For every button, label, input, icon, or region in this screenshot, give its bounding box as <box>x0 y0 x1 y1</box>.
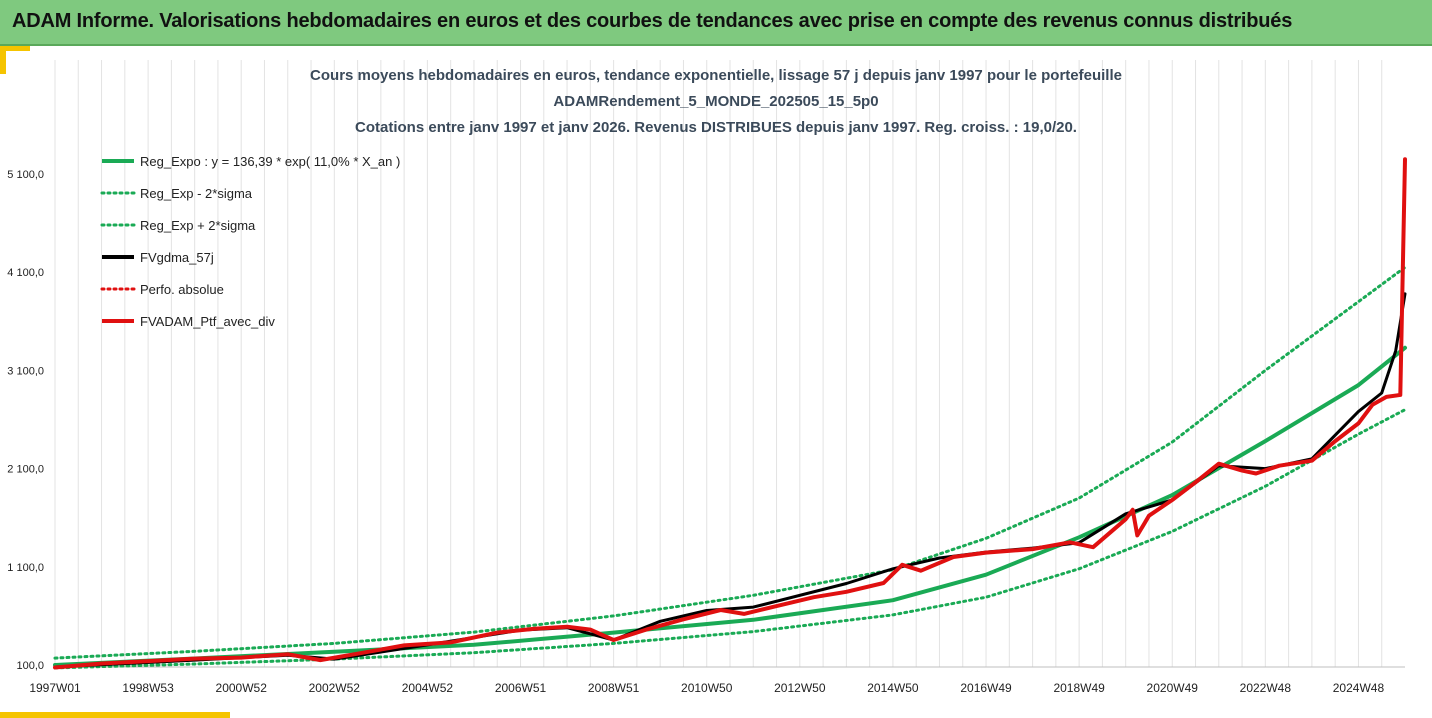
chart-title-line: Cotations entre janv 1997 et janv 2026. … <box>355 119 1077 136</box>
y-tick-label: 1 100,0 <box>7 562 44 574</box>
series-line-5 <box>53 157 1407 670</box>
x-tick-label: 2016W49 <box>960 681 1012 695</box>
x-tick-label: 2010W50 <box>681 681 733 695</box>
y-tick-label: 5 100,0 <box>7 169 44 181</box>
x-tick-label: 2022W48 <box>1240 681 1292 695</box>
y-tick-label: 2 100,0 <box>7 464 44 476</box>
x-tick-label: 2000W52 <box>216 681 268 695</box>
header-banner: ADAM Informe. Valorisations hebdomadaire… <box>0 0 1432 46</box>
x-tick-label: 1998W53 <box>122 681 174 695</box>
series-line-2 <box>53 265 1407 660</box>
x-tick-label: 1997W01 <box>29 681 81 695</box>
x-tick-label: 2012W50 <box>774 681 826 695</box>
x-tick-label: 2014W50 <box>867 681 919 695</box>
accent-bar-left <box>0 46 6 74</box>
legend-label: Reg_Exp - 2*sigma <box>140 186 253 201</box>
x-tick-label: 2006W51 <box>495 681 547 695</box>
x-tick-label: 2018W49 <box>1053 681 1105 695</box>
legend-label: Reg_Expo : y = 136,39 * exp( 11,0% * X_a… <box>140 154 400 169</box>
legend-label: FVADAM_Ptf_avec_div <box>140 314 275 329</box>
accent-bar-bottom <box>0 712 230 718</box>
page-title: ADAM Informe. Valorisations hebdomadaire… <box>12 10 1293 32</box>
chart-title-line: Cours moyens hebdomadaires en euros, ten… <box>310 67 1122 84</box>
y-tick-label: 100,0 <box>16 660 44 672</box>
x-tick-label: 2008W51 <box>588 681 640 695</box>
legend-label: Perfo. absolue <box>140 282 224 297</box>
legend-label: FVgdma_57j <box>140 250 214 265</box>
accent-bar-top <box>0 46 30 51</box>
x-tick-label: 2004W52 <box>402 681 454 695</box>
x-tick-label: 2002W52 <box>309 681 361 695</box>
y-tick-label: 3 100,0 <box>7 365 44 377</box>
x-tick-label: 2020W49 <box>1147 681 1199 695</box>
y-tick-label: 4 100,0 <box>7 267 44 279</box>
x-tick-label: 2024W48 <box>1333 681 1385 695</box>
chart-title-line: ADAMRendement_5_MONDE_202505_15_5p0 <box>553 93 878 110</box>
legend-label: Reg_Exp + 2*sigma <box>140 218 256 233</box>
series-line-0 <box>53 345 1407 667</box>
